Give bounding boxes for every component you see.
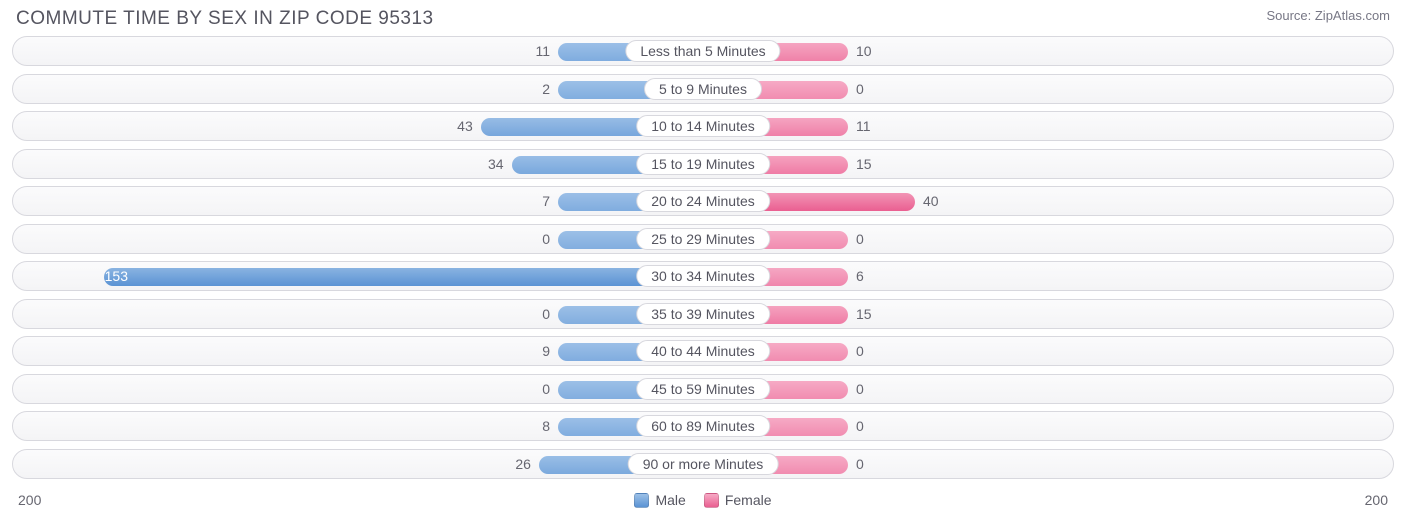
axis-right-max: 200 xyxy=(1365,492,1388,508)
chart-row: 43 11 10 to 14 Minutes xyxy=(12,111,1394,141)
category-label: 30 to 34 Minutes xyxy=(636,265,770,287)
value-female: 0 xyxy=(856,381,864,397)
value-male: 11 xyxy=(535,43,550,59)
category-label: Less than 5 Minutes xyxy=(625,40,780,62)
value-female: 0 xyxy=(856,418,864,434)
category-label: 40 to 44 Minutes xyxy=(636,340,770,362)
value-female: 0 xyxy=(856,81,864,97)
legend-label-male: Male xyxy=(655,492,685,508)
swatch-male xyxy=(634,493,649,508)
chart-title: COMMUTE TIME BY SEX IN ZIP CODE 95313 xyxy=(16,8,434,30)
category-label: 35 to 39 Minutes xyxy=(636,303,770,325)
category-label: 10 to 14 Minutes xyxy=(636,115,770,137)
value-male: 8 xyxy=(542,418,550,434)
value-female: 10 xyxy=(856,43,872,59)
value-female: 6 xyxy=(856,268,864,284)
chart-source: Source: ZipAtlas.com xyxy=(1266,8,1390,23)
value-male: 9 xyxy=(542,343,550,359)
chart-row: 0 0 45 to 59 Minutes xyxy=(12,374,1394,404)
value-female: 0 xyxy=(856,343,864,359)
category-label: 5 to 9 Minutes xyxy=(644,78,762,100)
category-label: 90 or more Minutes xyxy=(628,453,779,475)
chart-header: COMMUTE TIME BY SEX IN ZIP CODE 95313 So… xyxy=(10,8,1396,36)
value-female: 15 xyxy=(856,306,872,322)
value-male: 2 xyxy=(542,81,550,97)
chart-row: 7 40 20 to 24 Minutes xyxy=(12,186,1394,216)
value-female: 40 xyxy=(923,193,939,209)
chart-row: 8 0 60 to 89 Minutes xyxy=(12,411,1394,441)
chart-row: 0 0 25 to 29 Minutes xyxy=(12,224,1394,254)
value-female: 0 xyxy=(856,231,864,247)
value-male: 153 xyxy=(105,268,128,284)
category-label: 45 to 59 Minutes xyxy=(636,378,770,400)
value-male: 7 xyxy=(542,193,550,209)
legend-item-male: Male xyxy=(634,492,685,508)
chart-row: 2 0 5 to 9 Minutes xyxy=(12,74,1394,104)
value-male: 26 xyxy=(515,456,531,472)
legend-label-female: Female xyxy=(725,492,772,508)
chart-row: 34 15 15 to 19 Minutes xyxy=(12,149,1394,179)
value-male: 34 xyxy=(488,156,504,172)
category-label: 20 to 24 Minutes xyxy=(636,190,770,212)
legend-item-female: Female xyxy=(704,492,772,508)
axis-left-max: 200 xyxy=(18,492,41,508)
value-female: 0 xyxy=(856,456,864,472)
legend: Male Female xyxy=(634,492,771,508)
category-label: 15 to 19 Minutes xyxy=(636,153,770,175)
chart-row: 0 15 35 to 39 Minutes xyxy=(12,299,1394,329)
swatch-female xyxy=(704,493,719,508)
chart-row: 9 0 40 to 44 Minutes xyxy=(12,336,1394,366)
chart-rows: 11 10 Less than 5 Minutes 2 0 5 to 9 Minutes 4… xyxy=(10,36,1396,479)
value-male: 0 xyxy=(542,306,550,322)
value-male: 43 xyxy=(457,118,473,134)
chart-row: 153 6 30 to 34 Minutes xyxy=(12,261,1394,291)
chart-row: 26 0 90 or more Minutes xyxy=(12,449,1394,479)
value-female: 11 xyxy=(856,118,871,134)
value-male: 0 xyxy=(542,381,550,397)
value-female: 15 xyxy=(856,156,872,172)
diverging-bar-chart: COMMUTE TIME BY SEX IN ZIP CODE 95313 So… xyxy=(0,0,1406,522)
bar-male xyxy=(104,268,703,286)
category-label: 60 to 89 Minutes xyxy=(636,415,770,437)
chart-footer: 200 Male Female 200 xyxy=(10,486,1396,514)
chart-row: 11 10 Less than 5 Minutes xyxy=(12,36,1394,66)
category-label: 25 to 29 Minutes xyxy=(636,228,770,250)
value-male: 0 xyxy=(542,231,550,247)
